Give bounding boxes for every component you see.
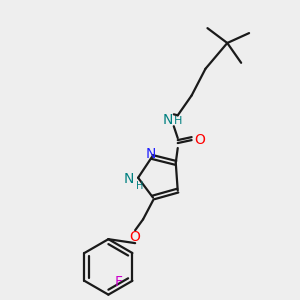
Text: H: H xyxy=(136,181,144,191)
Text: N: N xyxy=(124,172,134,186)
Text: O: O xyxy=(194,133,205,147)
Text: N: N xyxy=(146,147,156,161)
Text: O: O xyxy=(130,230,141,244)
Text: N: N xyxy=(163,113,173,127)
Text: F: F xyxy=(115,275,122,289)
Text: H: H xyxy=(174,116,182,126)
